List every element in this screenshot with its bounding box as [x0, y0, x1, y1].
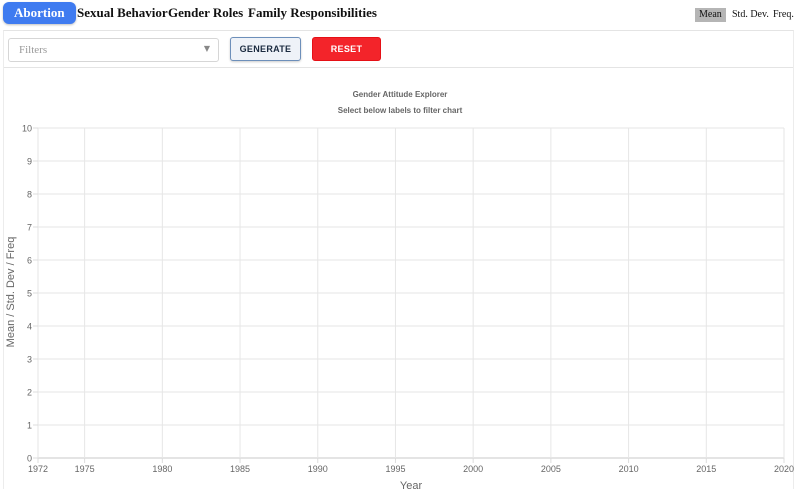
- metric-mean-toggle[interactable]: Mean: [695, 8, 726, 22]
- y-tick-label: 6: [27, 256, 32, 266]
- y-tick-label: 9: [27, 157, 32, 167]
- chart-subtitle: Select below labels to filter chart: [338, 106, 463, 115]
- x-tick-label: 1990: [308, 464, 328, 474]
- y-tick-label: 5: [27, 289, 32, 299]
- chart-grid: [37, 127, 785, 459]
- tab-sexual-behavior[interactable]: Sexual Behavior: [77, 5, 168, 20]
- metric-freq-toggle[interactable]: Freq.: [773, 9, 794, 20]
- y-axis: 0 1 2 3 4 5 6 7 8 9 10: [22, 124, 38, 464]
- x-tick-label: 1995: [385, 464, 405, 474]
- generate-button[interactable]: GENERATE: [230, 37, 301, 61]
- x-tick-label: 2010: [619, 464, 639, 474]
- metric-std-dev-toggle[interactable]: Std. Dev.: [732, 9, 769, 20]
- reset-button[interactable]: RESET: [312, 37, 381, 61]
- x-tick-label: 1985: [230, 464, 250, 474]
- x-axis-label: Year: [400, 480, 423, 489]
- x-tick-label: 2005: [541, 464, 561, 474]
- top-nav: Abortion Sexual Behavior Gender Roles Fa…: [0, 0, 800, 30]
- x-axis: 1972 1975 1980 1985 1990 1995 2000 2005 2010 2015…: [28, 458, 794, 474]
- y-tick-label: 4: [27, 322, 32, 332]
- filters-dropdown[interactable]: Filters ▼: [8, 38, 219, 62]
- x-tick-label: 1975: [75, 464, 95, 474]
- tab-gender-roles[interactable]: Gender Roles: [168, 5, 244, 20]
- x-tick-label: 1972: [28, 464, 48, 474]
- x-tick-label: 2015: [696, 464, 716, 474]
- tab-abortion[interactable]: Abortion: [3, 2, 76, 24]
- chevron-down-icon: ▼: [203, 44, 210, 53]
- y-tick-label: 2: [27, 388, 32, 398]
- y-tick-label: 1: [27, 421, 32, 431]
- x-tick-label: 2020: [774, 464, 794, 474]
- tab-family-responsibilities[interactable]: Family Responsibilities: [248, 5, 377, 20]
- filters-placeholder: Filters: [19, 44, 48, 56]
- chart-title: Gender Attitude Explorer: [353, 90, 448, 99]
- control-bar: [3, 30, 794, 68]
- x-tick-label: 2000: [463, 464, 483, 474]
- y-axis-label: Mean / Std. Dev / Freq: [5, 237, 17, 348]
- y-tick-label: 0: [27, 454, 32, 464]
- x-tick-label: 1980: [152, 464, 172, 474]
- y-tick-label: 3: [27, 355, 32, 365]
- chart-panel: [3, 67, 794, 489]
- y-tick-label: 8: [27, 190, 32, 200]
- y-tick-label: 7: [27, 223, 32, 233]
- y-tick-label: 10: [22, 124, 32, 134]
